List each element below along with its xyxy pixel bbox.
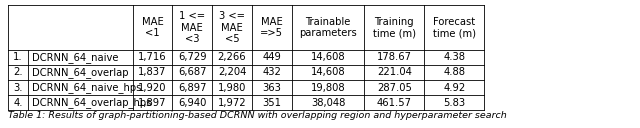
Text: 2.: 2. [13, 67, 23, 77]
Text: 3 <=
MAE
<5: 3 <= MAE <5 [219, 11, 245, 44]
Text: Trainable
parameters: Trainable parameters [299, 17, 357, 38]
Text: 4.92: 4.92 [443, 83, 465, 93]
Text: DCRNN_64_naive_hps: DCRNN_64_naive_hps [32, 82, 141, 93]
Text: Forecast
time (m): Forecast time (m) [433, 17, 476, 38]
Text: 178.67: 178.67 [377, 52, 412, 62]
Text: 432: 432 [262, 67, 281, 77]
Text: 2,204: 2,204 [218, 67, 246, 77]
Text: DCRNN_64_overlap: DCRNN_64_overlap [32, 67, 129, 78]
Text: 1 <=
MAE
<3: 1 <= MAE <3 [179, 11, 205, 44]
Text: 449: 449 [262, 52, 281, 62]
Text: 2,266: 2,266 [218, 52, 246, 62]
Text: 1,920: 1,920 [138, 83, 166, 93]
Text: 1,980: 1,980 [218, 83, 246, 93]
Text: 3.: 3. [13, 83, 23, 93]
Text: 1,837: 1,837 [138, 67, 166, 77]
Text: 1.: 1. [13, 52, 23, 62]
Text: 19,808: 19,808 [310, 83, 345, 93]
Text: Table 1: Results of graph-partitioning-based DCRNN with overlapping region and h: Table 1: Results of graph-partitioning-b… [8, 111, 506, 120]
Text: DCRNN_64_overlap_hps: DCRNN_64_overlap_hps [32, 97, 152, 108]
Text: 6,687: 6,687 [178, 67, 207, 77]
Text: 351: 351 [262, 98, 281, 108]
Text: 221.04: 221.04 [377, 67, 412, 77]
Text: 5.83: 5.83 [443, 98, 465, 108]
Text: 363: 363 [262, 83, 281, 93]
Text: 4.: 4. [13, 98, 23, 108]
Text: MAE
<1: MAE <1 [141, 17, 163, 38]
Text: 1,972: 1,972 [218, 98, 246, 108]
Text: 4.88: 4.88 [444, 67, 465, 77]
Text: 287.05: 287.05 [377, 83, 412, 93]
Text: 1,716: 1,716 [138, 52, 167, 62]
Text: 6,897: 6,897 [178, 83, 207, 93]
Text: 14,608: 14,608 [310, 52, 345, 62]
Text: 1,897: 1,897 [138, 98, 166, 108]
Text: DCRNN_64_naive: DCRNN_64_naive [32, 52, 118, 63]
Text: 38,048: 38,048 [311, 98, 345, 108]
Text: 461.57: 461.57 [377, 98, 412, 108]
Text: MAE
=>5: MAE =>5 [260, 17, 284, 38]
Text: 4.38: 4.38 [444, 52, 465, 62]
Text: 6,729: 6,729 [178, 52, 207, 62]
Text: 6,940: 6,940 [178, 98, 207, 108]
Text: Training
time (m): Training time (m) [372, 17, 416, 38]
Text: 14,608: 14,608 [310, 67, 345, 77]
